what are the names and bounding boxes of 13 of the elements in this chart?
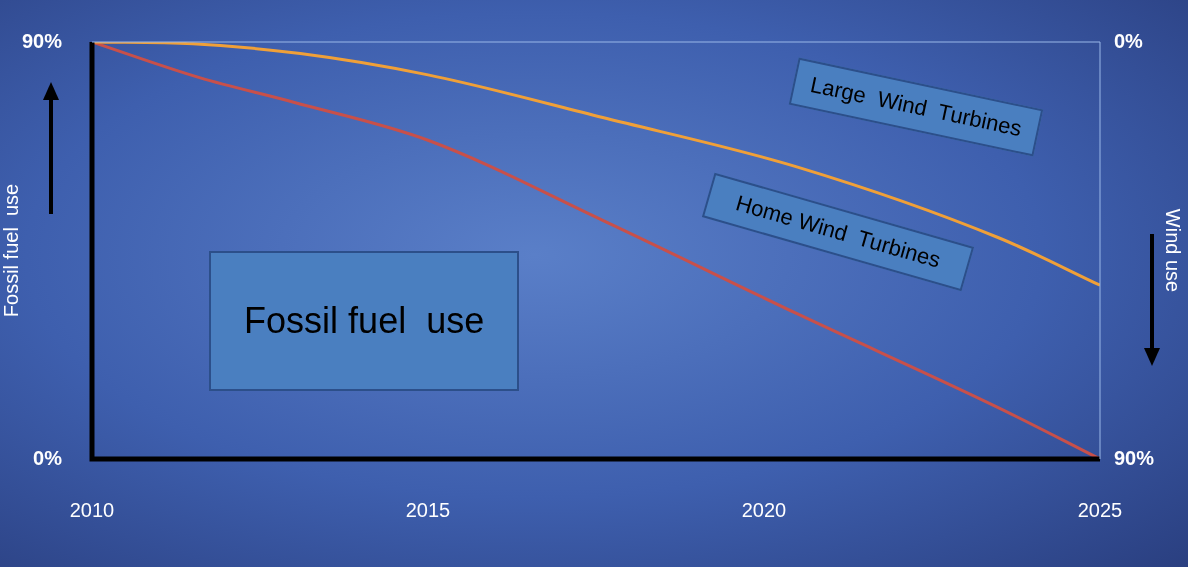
x-tick-label: 2010 bbox=[69, 498, 115, 521]
y-axis-title: Fossil fuel use bbox=[0, 183, 22, 318]
x-tick-label: 2015 bbox=[405, 498, 451, 521]
y2-tick-label: 0% bbox=[1114, 29, 1144, 52]
y2-tick-label: 90% bbox=[1114, 446, 1155, 469]
text-box: Home Wind Turbines bbox=[701, 172, 974, 292]
text-box: Fossil fuel use bbox=[209, 251, 520, 392]
line-series bbox=[92, 42, 1100, 287]
y2-axis-title: Wind use bbox=[1162, 208, 1185, 293]
x-tick-label: 2020 bbox=[741, 498, 787, 521]
line-series bbox=[92, 42, 1100, 459]
x-tick-label: 2025 bbox=[1077, 498, 1123, 521]
text-box: Large Wind Turbines bbox=[788, 57, 1043, 157]
